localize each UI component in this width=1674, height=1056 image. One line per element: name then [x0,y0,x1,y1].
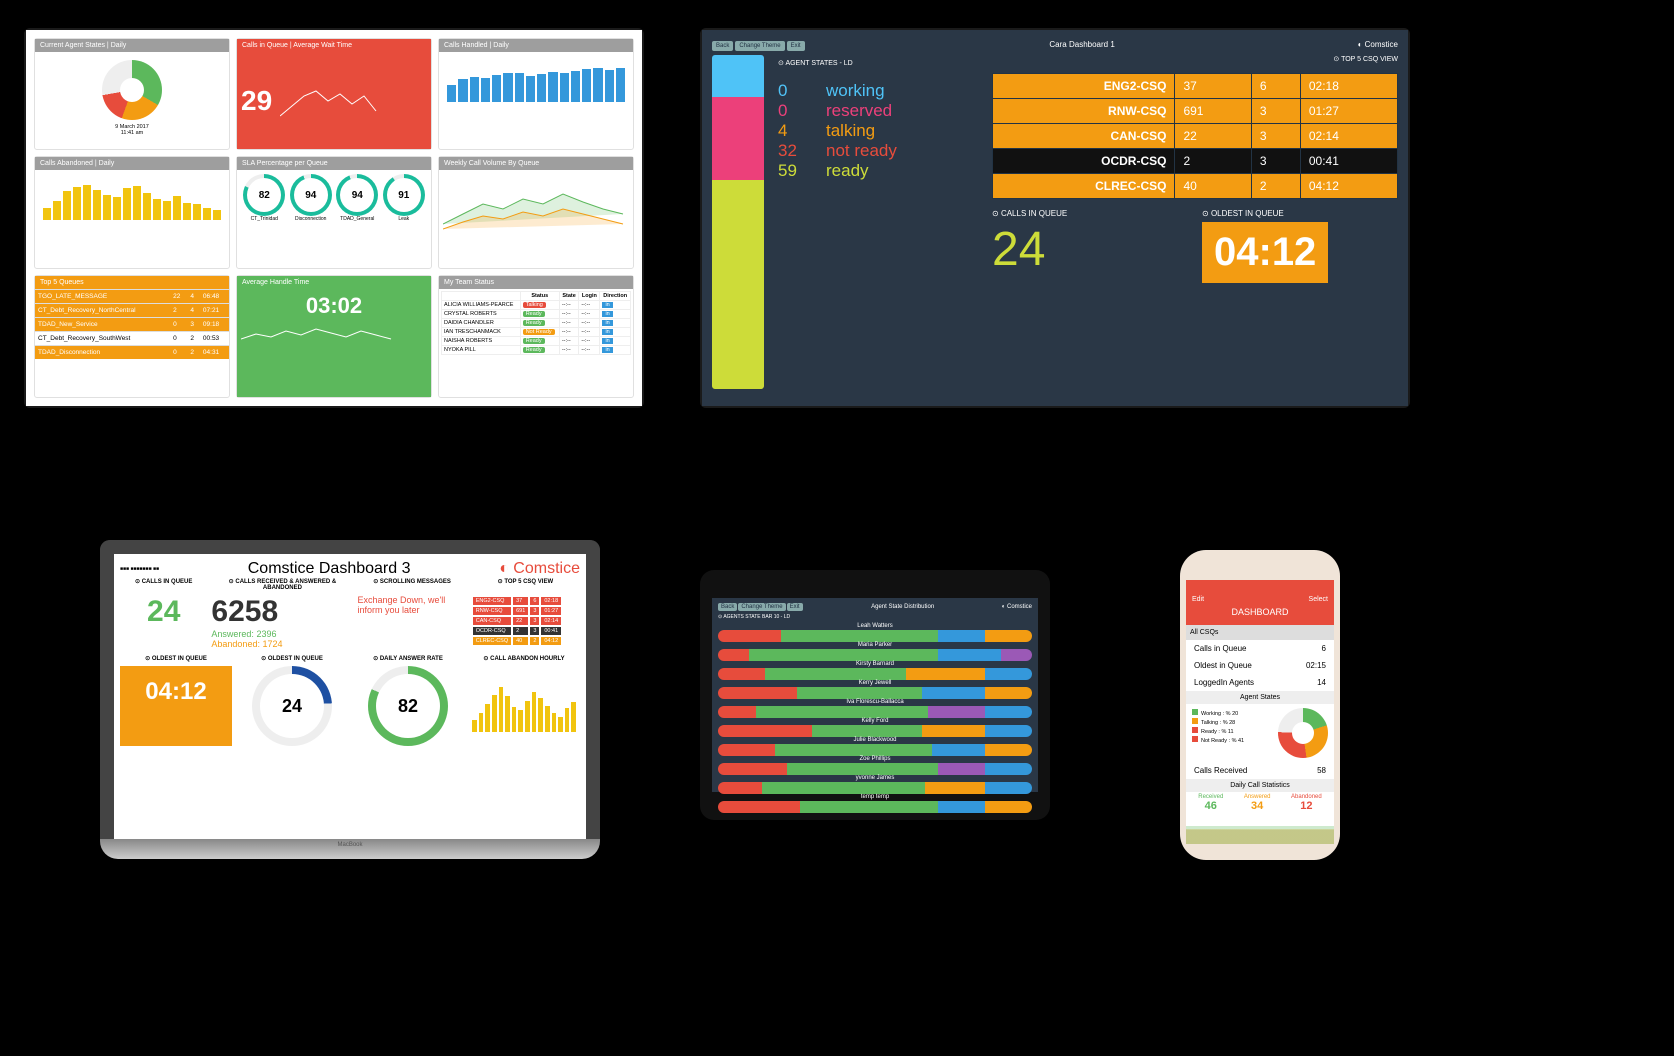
gauge-chart: 82 [368,666,448,746]
stacked-bar [712,55,764,389]
big-number: 24 [992,222,1188,277]
donut-chart [1278,708,1328,758]
queue-table: TGO_LATE_MESSAGE22406:48CT_Debt_Recovery… [35,289,229,360]
filter-label[interactable]: All CSQs [1186,625,1334,640]
line-chart [280,76,380,126]
phone-header: Edit Select DASHBOARD [1186,580,1334,625]
dashboard-title: Comstice Dashboard 3 [248,560,411,578]
card-team-status[interactable]: My Team Status StatusStateLoginDirection… [438,275,634,398]
metric-calls-in-queue: ⊙ CALLS IN QUEUE 24 [992,209,1188,283]
section-label: ⊙ CALLS RECEIVED & ANSWERED & ABANDONED [211,578,353,591]
phone-title: DASHBOARD [1192,607,1328,617]
csq-table: ENG2-CSQ37602:18RNW-CSQ691301:27CAN-CSQ2… [992,73,1398,199]
card-aht[interactable]: Average Handle Time 03:02 [236,275,432,398]
section-label: Daily Call Statistics [1186,779,1334,792]
line-chart [241,319,427,349]
team-table: StatusStateLoginDirectionALICIA WILLIAMS… [441,291,631,355]
card-title: Average Handle Time [237,276,431,289]
select-button[interactable]: Select [1309,596,1328,603]
big-number: 6258 [211,595,353,629]
card-weekly-volume[interactable]: Weekly Call Volume By Queue [438,156,634,268]
bar-chart [39,174,225,224]
nav-buttons[interactable]: BackChange ThemeExit [712,40,807,49]
back-button[interactable]: Edit [1192,596,1204,603]
section-label: ⊙ DAILY ANSWER RATE [352,655,464,662]
scrolling-message: Exchange Down, we'll inform you later [357,595,466,649]
metrics-list: Calls in Queue6Oldest in Queue02:15Logge… [1186,640,1334,691]
csq-mini-table: ENG2-CSQ37602:18RNW-CSQ691301:27CAN-CSQ2… [471,595,563,647]
area-chart [1186,814,1334,844]
nav-buttons[interactable]: BackChange ThemeExit [718,604,804,610]
section-label: ⊙ TOP 5 CSQ VIEW [471,578,580,591]
section-label: ⊙ TOP 5 CSQ VIEW [992,55,1398,63]
card-title: Calls in Queue | Average Wait Time [237,39,431,52]
card-sla[interactable]: SLA Percentage per Queue 82CT_Trinidad94… [236,156,432,268]
section-label: ⊙ OLDEST IN QUEUE [236,655,348,662]
card-calls-handled[interactable]: Calls Handled | Daily [438,38,634,150]
section-label: Agent States [1186,691,1334,704]
card-title: Top 5 Queues [35,276,229,289]
agent-states-list: 0working0reserved4talking32not ready59re… [778,81,978,181]
big-number: 29 [241,85,272,117]
laptop-base: MacBook [100,839,600,859]
card-agent-states[interactable]: Current Agent States | Daily 9 March 201… [34,38,230,150]
section-label: ⊙ CALL ABANDON HOURLY [468,655,580,662]
section-label: ⊙ CALLS IN QUEUE [120,578,207,591]
dashboard-title: Cara Dashboard 1 [1049,40,1114,49]
big-time: 04:12 [1202,222,1328,283]
gauge-row: 82CT_Trinidad94Disconnection94TDAD_Gener… [241,174,427,222]
date-label: 9 March 201711:41 am [39,124,225,136]
calls-summary: 6258 Answered: 2396 Abandoned: 1724 [211,595,353,649]
card-title: Current Agent States | Daily [35,39,229,52]
tv-dashboard-dark: BackChange ThemeExit Cara Dashboard 1 ◐ … [700,28,1410,408]
card-title: Weekly Call Volume By Queue [439,157,633,170]
card-title: SLA Percentage per Queue [237,157,431,170]
card-calls-in-queue[interactable]: Calls in Queue | Average Wait Time 29 [236,38,432,150]
brand-logo: ◐ Comstice [1002,604,1032,610]
metric-row: Calls Received58 [1186,762,1334,779]
bar-chart [468,666,580,736]
card-calls-abandoned[interactable]: Calls Abandoned | Daily [34,156,230,268]
section-label: ⊙ OLDEST IN QUEUE [120,655,232,662]
agent-bars: Leah WattersMaria ParkerKirsty BarnardKe… [718,623,1032,813]
stats-row: Received46Answered34Abandoned12 [1186,792,1334,814]
section-label: ⊙ AGENT STATES - LD [778,59,978,67]
big-number: 24 [120,595,207,649]
phone-dashboard: Edit Select DASHBOARD All CSQs Calls in … [1180,550,1340,860]
tv-dashboard-light: Current Agent States | Daily 9 March 201… [24,28,644,408]
card-title: My Team Status [439,276,633,289]
card-title: Calls Abandoned | Daily [35,157,229,170]
area-chart [443,174,629,234]
metric-oldest-in-queue: ⊙ OLDEST IN QUEUE 04:12 [1202,209,1398,283]
tablet-dashboard: BackChange ThemeExit Agent State Distrib… [700,570,1050,820]
brand-logo: ◐ Comstice [499,560,580,578]
section-label: ⊙ SCROLLING MESSAGES [357,578,466,591]
dashboard-title: Agent State Distribution [871,604,934,610]
laptop-dashboard: ■■■ ■■■■■■■ ■■ Comstice Dashboard 3 ◐ Co… [100,540,600,859]
big-time: 03:02 [241,293,427,319]
card-title: Calls Handled | Daily [439,39,633,52]
gauge-chart: 24 [252,666,332,746]
bar-chart [443,56,629,106]
card-top5-queues[interactable]: Top 5 Queues TGO_LATE_MESSAGE22406:48CT_… [34,275,230,398]
section-label: ⊙ AGENTS STATE BAR 10 - LD [718,614,1032,620]
brand-logo: ◐ Comstice [1358,40,1398,49]
big-time: 04:12 [120,666,232,746]
donut-chart [102,60,162,120]
